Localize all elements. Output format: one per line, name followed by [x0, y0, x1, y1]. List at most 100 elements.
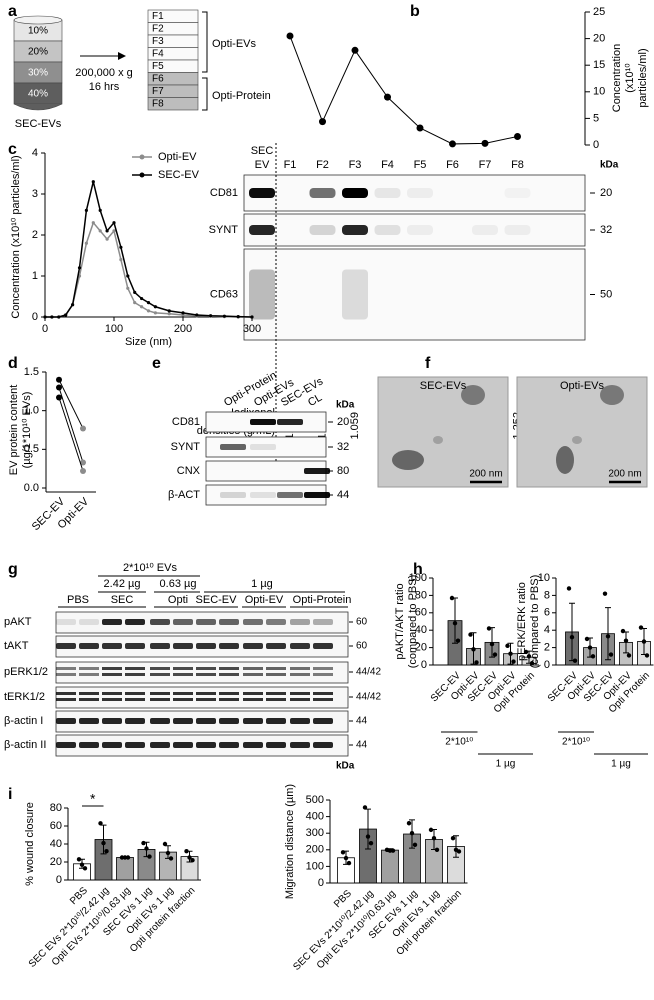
point	[587, 645, 593, 650]
y-tick-label: 80	[415, 589, 427, 601]
density: 1.059	[349, 412, 361, 440]
bar	[116, 857, 134, 881]
band	[173, 673, 193, 676]
band	[150, 673, 170, 676]
bracket-label: Opti-Protein	[212, 90, 271, 102]
y-tick-label: 1	[32, 270, 38, 282]
bar	[381, 849, 399, 884]
band	[150, 692, 170, 695]
band	[219, 619, 239, 625]
point	[508, 651, 513, 656]
point	[390, 848, 396, 853]
band	[102, 718, 122, 724]
band	[243, 692, 263, 695]
band	[290, 698, 310, 701]
band	[173, 619, 193, 625]
band	[150, 619, 170, 625]
y-tick-label: 20	[50, 856, 62, 868]
band	[374, 188, 401, 198]
band	[125, 667, 145, 670]
band	[277, 419, 303, 425]
y-tick-label: 4	[32, 147, 38, 159]
row-label: pERK1/2	[4, 666, 48, 678]
group-label: 1 µg	[496, 759, 516, 770]
band	[173, 742, 193, 748]
band	[56, 692, 76, 695]
y-tick-label: 0.5	[24, 443, 39, 455]
error-bar	[453, 835, 459, 858]
point	[286, 32, 294, 40]
band	[342, 225, 368, 235]
point	[638, 625, 644, 630]
band	[220, 492, 246, 498]
point	[590, 654, 596, 659]
y-tick-label: 60	[415, 607, 427, 619]
y-tick-label: 8	[544, 589, 550, 601]
band	[125, 619, 145, 625]
band	[313, 673, 333, 676]
band	[196, 742, 216, 748]
band	[196, 718, 216, 724]
band	[290, 619, 310, 625]
point	[608, 652, 614, 657]
fraction-label: F5	[152, 61, 164, 72]
band	[56, 673, 76, 676]
point	[623, 638, 629, 643]
kda-label: 44/42	[356, 667, 381, 678]
band	[407, 225, 433, 235]
band	[125, 692, 145, 695]
y-tick-label: 15	[593, 59, 605, 71]
band	[79, 673, 99, 676]
vesicle	[461, 385, 485, 405]
point	[526, 654, 532, 659]
point	[140, 296, 144, 301]
legend-label: SEC-EV	[158, 169, 200, 181]
band	[342, 188, 368, 198]
y-axis-label: Concentration (x10¹⁰ particles/ml)	[10, 155, 22, 318]
point	[343, 855, 349, 861]
band	[56, 667, 76, 670]
band	[79, 643, 99, 649]
point	[529, 661, 535, 666]
micrograph	[516, 376, 648, 488]
band	[243, 643, 263, 649]
point	[184, 849, 189, 854]
band	[313, 742, 333, 748]
point	[406, 821, 412, 826]
fraction	[147, 97, 199, 111]
point	[489, 641, 495, 647]
band	[313, 667, 333, 670]
point	[153, 305, 157, 309]
fraction-label: F8	[152, 99, 164, 110]
band	[219, 698, 239, 701]
point	[362, 805, 368, 810]
lane-label: F7	[479, 159, 492, 171]
point	[76, 857, 82, 862]
band	[150, 698, 170, 701]
pair-line	[58, 397, 84, 472]
kda-label: 32	[337, 441, 349, 453]
band	[290, 643, 310, 649]
fraction-label: F2	[152, 24, 164, 35]
legend-label: Opti-EV	[158, 151, 197, 163]
blot	[243, 174, 586, 212]
y-tick-label: 0	[593, 139, 599, 151]
panel-label: i	[8, 786, 12, 803]
line	[289, 35, 518, 145]
kda-label: 20	[337, 416, 349, 428]
band	[249, 188, 275, 198]
band	[173, 718, 193, 724]
point	[71, 303, 75, 307]
band	[79, 692, 99, 695]
blot	[243, 248, 586, 341]
y-tick-label: 10	[538, 572, 550, 584]
row-label: SYNT	[209, 224, 239, 236]
band	[150, 742, 170, 748]
point	[416, 124, 424, 132]
point	[104, 849, 109, 854]
pair-line	[58, 387, 84, 463]
point	[125, 855, 131, 860]
y-tick-label: 500	[306, 794, 324, 806]
row-label: CD81	[210, 187, 238, 199]
point	[133, 301, 137, 305]
